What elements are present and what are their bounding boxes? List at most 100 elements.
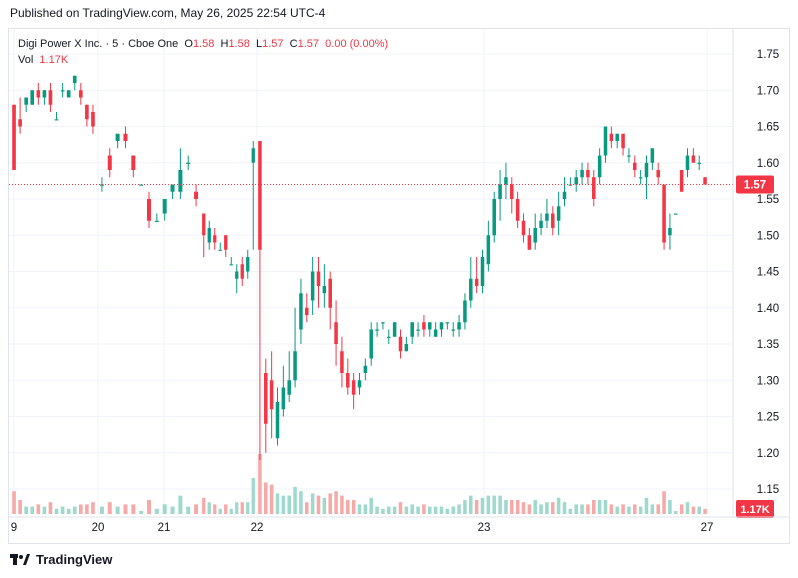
y-tick-label: 1.30 [757, 375, 779, 387]
volume-bar [363, 504, 368, 514]
volume-bar [72, 506, 77, 514]
candle-body [691, 155, 696, 163]
volume-bar [574, 504, 578, 514]
volume-bar [48, 502, 53, 514]
volume-bar [457, 504, 461, 514]
candle-body [369, 329, 373, 359]
y-tick-label: 1.50 [757, 230, 779, 242]
volume-bars [12, 454, 707, 514]
candle-body [375, 329, 379, 331]
last-volume-label: 1.17K [740, 504, 769, 516]
candle-body [568, 184, 573, 186]
candle-body [54, 119, 59, 121]
candle-body [363, 365, 368, 373]
volume-bar [240, 502, 244, 514]
volume-bar [369, 497, 373, 514]
y-tick-label: 1.45 [757, 267, 779, 279]
volume-bar [251, 478, 255, 514]
candle-body [287, 380, 291, 395]
candle-body [310, 271, 315, 301]
volume-bar [492, 495, 496, 514]
candle-body [322, 286, 327, 294]
y-tick-label: 1.20 [757, 448, 779, 460]
chart-frame[interactable] [8, 28, 790, 544]
volume-bar [539, 504, 543, 514]
candle-body [656, 170, 660, 178]
volume-bar [568, 508, 573, 514]
volume-bar [504, 500, 508, 514]
candle-body [162, 199, 167, 214]
volume-bar [322, 497, 327, 514]
candle-body [123, 133, 128, 141]
volume-bar [305, 502, 309, 514]
candle-body [275, 402, 280, 439]
symbol-name: Digi Power X Inc. [18, 38, 103, 50]
candle-body [281, 387, 286, 410]
candle-body [186, 162, 191, 164]
volume-bar [562, 502, 567, 514]
volume-bar [633, 504, 637, 514]
volume-bar [474, 500, 479, 514]
volume-bar [381, 508, 385, 514]
candle-body [586, 170, 590, 178]
candle-body [457, 322, 461, 330]
volume-bar [638, 506, 643, 514]
candle-body [316, 271, 321, 286]
candle-body [539, 220, 543, 228]
volume-bar [299, 491, 303, 514]
candle-body [428, 322, 432, 330]
candle-body [381, 322, 385, 324]
candle-body [404, 344, 409, 352]
volume-bar [486, 495, 491, 514]
volume-bar [246, 502, 250, 514]
volume-bar [674, 511, 678, 514]
volume-bar [586, 504, 590, 514]
y-tick-label: 1.65 [757, 122, 779, 134]
candle-body [445, 322, 450, 324]
volume-bar [662, 491, 666, 514]
volume-bar [60, 506, 65, 514]
volume-bar [66, 508, 71, 514]
volume-bar [533, 500, 537, 514]
volume-bar [697, 506, 701, 514]
volume-bar [463, 500, 467, 514]
volume-bar [597, 500, 602, 514]
volume-bar [30, 506, 35, 514]
volume-bar [229, 508, 233, 514]
volume-bar [162, 504, 167, 514]
volume-bar [287, 495, 291, 514]
price-axis: 1.75 1.70 1.65 1.60 1.55 1.50 1.45 1.40 1.35 1.30… [732, 29, 779, 517]
volume-bar [650, 504, 655, 514]
candle-body [469, 278, 473, 301]
x-tick-label: 21 [158, 522, 171, 534]
volume-bar [334, 491, 338, 514]
volume-bar [627, 506, 631, 514]
candle-body [42, 90, 47, 98]
volume-bar [91, 502, 95, 514]
candle-body [60, 90, 65, 92]
volume-bar [123, 504, 128, 514]
volume-bar [422, 504, 426, 514]
candle-body [357, 380, 362, 388]
candle-body [139, 184, 144, 186]
volume-bar [410, 504, 414, 514]
candle-body [328, 278, 332, 308]
volume-bar [12, 491, 16, 514]
candle-body [521, 220, 526, 236]
volume-bar [275, 493, 280, 514]
volume-label: Vol [18, 54, 34, 66]
candle-body [545, 213, 549, 221]
y-tick-label: 1.25 [757, 412, 779, 424]
candle-body [416, 329, 420, 331]
candle-body [562, 191, 567, 199]
volume-bar [387, 506, 391, 514]
tradingview-footer[interactable]: TradingView [10, 552, 112, 567]
volume-bar [139, 511, 144, 514]
volume-bar [131, 504, 136, 514]
x-tick-label: 27 [701, 522, 714, 534]
last-price-badge [736, 175, 774, 194]
candle-body [609, 133, 614, 141]
volume-bar [416, 506, 420, 514]
volume-bar [269, 484, 274, 514]
